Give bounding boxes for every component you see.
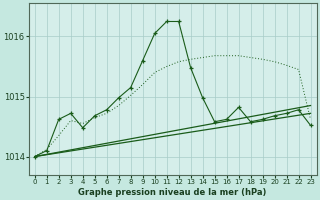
X-axis label: Graphe pression niveau de la mer (hPa): Graphe pression niveau de la mer (hPa) [78, 188, 267, 197]
